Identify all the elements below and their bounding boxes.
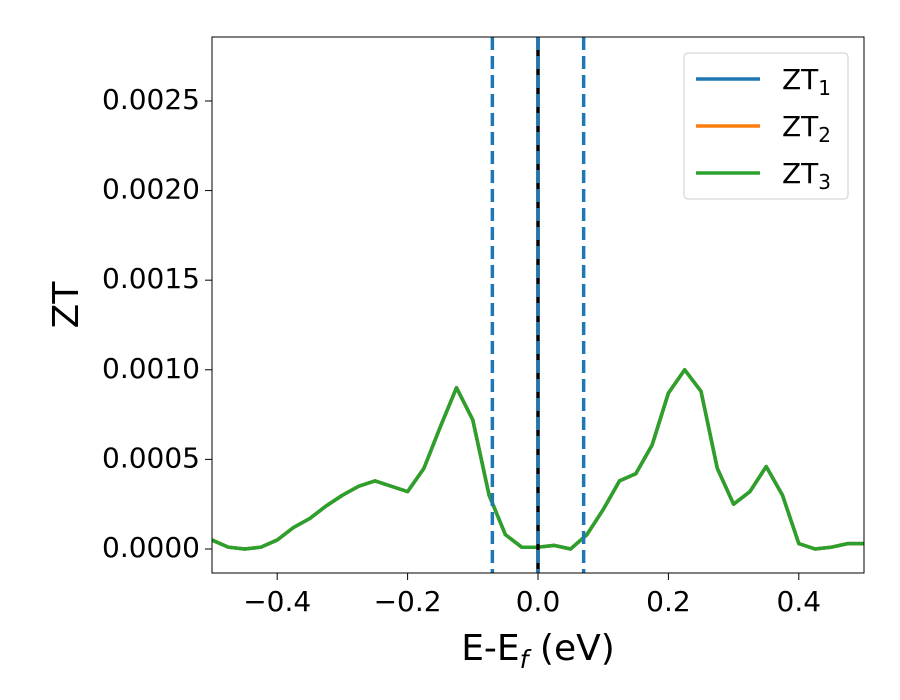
legend-label-text: ZT [782, 63, 819, 96]
y-tick-label: 0.0000 [102, 531, 200, 564]
x-label-text: E-E [461, 628, 519, 669]
y-tick-label: 0.0005 [102, 441, 200, 474]
x-axis-label: E-Ef (eV) [461, 628, 615, 674]
legend-label: ZT3 [782, 157, 831, 194]
x-tick-label: 0.4 [777, 585, 822, 618]
legend-label-sub: 1 [818, 76, 831, 100]
legend-label-sub: 2 [818, 123, 831, 147]
legend-label: ZT2 [782, 110, 831, 147]
legend-label-text: ZT [782, 110, 819, 143]
x-tick-label: −0.2 [374, 585, 442, 618]
x-tick-label: 0.2 [646, 585, 691, 618]
y-tick-label: 0.0020 [102, 173, 200, 206]
legend-label: ZT1 [782, 63, 831, 100]
x-label-rest: (eV) [528, 628, 614, 669]
x-tick-label: −0.4 [243, 585, 311, 618]
x-tick-label: 0.0 [516, 585, 561, 618]
series-group [212, 37, 864, 573]
y-tick-label: 0.0010 [102, 352, 200, 385]
legend-label-sub: 3 [818, 170, 831, 194]
y-axis-label: ZT [46, 281, 87, 329]
y-tick-label: 0.0015 [102, 262, 200, 295]
plot-frame [211, 36, 865, 574]
legend-label-text: ZT [782, 157, 819, 190]
y-tick-label: 0.0025 [102, 83, 200, 116]
legend-frame [683, 52, 849, 200]
